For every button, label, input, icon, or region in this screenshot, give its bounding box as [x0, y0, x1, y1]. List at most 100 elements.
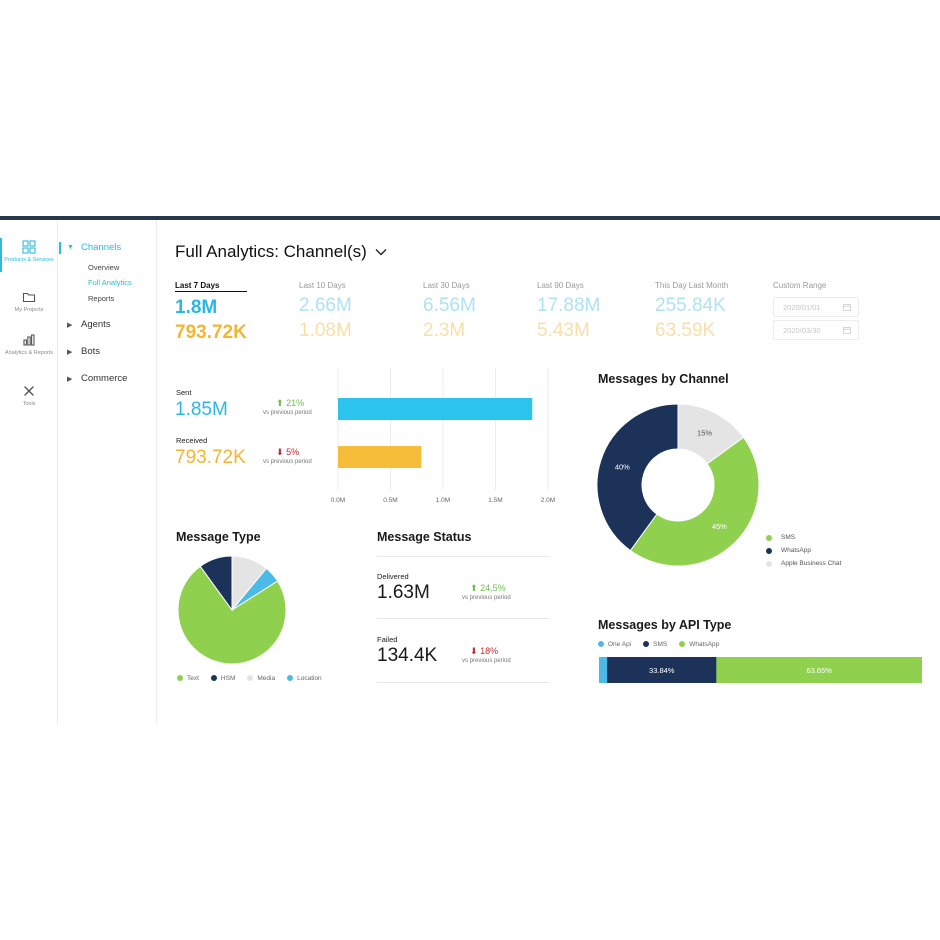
legend-item-apple-business-chat: Apple Business Chat: [766, 557, 841, 570]
divider: [377, 556, 550, 557]
divider: [377, 618, 550, 619]
received-delta-value: 5%: [286, 447, 300, 457]
legend-dot: [679, 641, 686, 648]
legend-label: HSM: [220, 675, 236, 682]
delivered-delta-value: 24,5%: [480, 583, 506, 593]
range-label: Last 7 Days: [175, 281, 247, 292]
date-from-value: 2020/01/01: [783, 303, 821, 312]
range-sent-value: 6.56M: [423, 295, 476, 316]
legend-label: WhatsApp: [689, 641, 720, 648]
legend-dot: [287, 675, 294, 682]
sent-value: 1.85M: [175, 399, 228, 420]
rail-label: Analytics & Reports: [5, 350, 53, 356]
range-last-30-days[interactable]: Last 30 Days 6.56M 2.3M: [423, 281, 476, 342]
legend-label: Location: [297, 675, 322, 682]
rail-item-analytics-reports[interactable]: Analytics & Reports: [0, 333, 58, 357]
rail-label: My Projects: [14, 307, 44, 313]
arrow-up-icon: ⬆: [470, 583, 478, 593]
secondary-nav: ▼ Channels Overview Full Analytics Repor…: [59, 220, 157, 724]
range-sent-value: 255.84K: [655, 295, 726, 316]
slice-label: 40%: [615, 462, 630, 471]
icon-rail: Products & Services My Projects Analytic…: [0, 220, 58, 724]
delivered-label: Delivered: [377, 572, 409, 581]
rail-item-products-services[interactable]: Products & Services: [0, 240, 58, 264]
messages-by-channel-donut-chart: 15% 45% 40%: [596, 403, 760, 567]
legend-item-sms: SMS: [643, 641, 667, 648]
nav-group-channels[interactable]: ▼ Channels: [67, 242, 121, 253]
legend-label: Media: [257, 675, 276, 682]
chevron-down-icon: [375, 249, 387, 256]
failed-label: Failed: [377, 635, 398, 644]
legend-label: One Api: [608, 641, 632, 648]
legend-item-text: Text: [177, 675, 199, 682]
received-delta-sub: vs previous period: [263, 459, 312, 465]
rail-item-my-projects[interactable]: My Projects: [0, 290, 58, 314]
x-tick-label: 2.0M: [541, 497, 555, 504]
failed-delta-value: 18%: [480, 646, 499, 656]
nav-group-label: Agents: [81, 319, 111, 330]
date-from-input[interactable]: 2020/01/01: [773, 297, 859, 317]
calendar-icon: [843, 327, 851, 334]
sent-delta: ⬆ 21%: [276, 398, 304, 409]
calendar-icon: [843, 304, 851, 311]
segment-sms: [607, 657, 717, 683]
range-label: Last 10 Days: [299, 281, 346, 290]
range-this-day-last-month[interactable]: This Day Last Month 255.84K 63.59K: [655, 281, 728, 342]
rail-item-tools[interactable]: Tools: [0, 384, 58, 408]
legend-item-location: Location: [287, 675, 322, 682]
range-sent-value: 17.88M: [537, 295, 601, 316]
divider: [377, 682, 550, 683]
slice-hsm: [199, 555, 233, 612]
range-last-90-days[interactable]: Last 90 Days 17.88M 5.43M: [537, 281, 600, 342]
segment-label: 33.84%: [649, 666, 675, 675]
legend-dot: [598, 641, 604, 648]
nav-item-full-analytics[interactable]: Full Analytics: [88, 278, 132, 287]
date-to-input[interactable]: 2020/03/30: [773, 320, 859, 340]
sent-delta-sub: vs previous period: [263, 410, 312, 416]
page-title-text: Full Analytics: Channel(s): [175, 242, 367, 261]
messages-by-api-type-legend: One Api SMS WhatsApp: [598, 641, 719, 648]
nav-group-commerce[interactable]: ▶ Commerce: [67, 373, 127, 384]
nav-group-agents[interactable]: ▶ Agents: [67, 319, 111, 330]
rail-label: Products & Services: [4, 257, 54, 263]
nav-item-reports[interactable]: Reports: [88, 294, 115, 303]
bar-received: [338, 446, 422, 468]
failed-delta-sub: vs previous period: [462, 658, 511, 664]
range-last-7-days[interactable]: Last 7 Days 1.8M 793.72K: [175, 281, 247, 344]
legend-label: SMS: [653, 641, 668, 648]
range-label: Custom Range: [773, 281, 827, 290]
legend-label: Apple Business Chat: [781, 560, 842, 567]
bar-sent: [338, 398, 533, 420]
segment-whatsapp: [716, 657, 922, 683]
messages-by-channel-title: Messages by Channel: [598, 372, 729, 386]
message-type-pie-chart: [177, 555, 287, 665]
folder-icon: [22, 292, 36, 303]
received-value: 793.72K: [175, 447, 246, 468]
segment-one-api: [599, 657, 608, 683]
caret-right-icon: ▶: [67, 375, 73, 383]
grid-icon: [22, 240, 36, 254]
nav-group-bots[interactable]: ▶ Bots: [67, 346, 100, 357]
message-type-legend: Text HSM Media Location: [177, 675, 322, 682]
range-custom[interactable]: Custom Range: [773, 281, 826, 290]
range-sent-value: 1.8M: [175, 297, 218, 318]
legend-dot: [766, 560, 772, 567]
nav-group-label: Channels: [81, 242, 122, 253]
legend-dot: [643, 641, 650, 648]
message-type-title: Message Type: [176, 530, 261, 544]
failed-value: 134.4K: [377, 645, 438, 666]
messages-by-api-type-title: Messages by API Type: [598, 618, 732, 632]
range-received-value: 63.59K: [655, 320, 716, 341]
range-received-value: 793.72K: [175, 322, 247, 343]
main-content: Full Analytics: Channel(s) Last 7 Days 1…: [158, 220, 940, 724]
nav-group-label: Bots: [81, 346, 101, 357]
caret-down-icon: ▼: [67, 244, 74, 251]
nav-item-overview[interactable]: Overview: [88, 263, 120, 272]
range-last-10-days[interactable]: Last 10 Days 2.66M 1.08M: [299, 281, 352, 342]
messages-by-channel-legend: SMS WhatsApp Apple Business Chat: [766, 531, 841, 570]
tools-icon: [24, 386, 34, 396]
page-title[interactable]: Full Analytics: Channel(s): [175, 242, 387, 262]
legend-item-sms: SMS: [766, 531, 841, 544]
nav-group-label: Commerce: [81, 373, 128, 384]
legend-item-one-api: One Api: [598, 641, 631, 648]
